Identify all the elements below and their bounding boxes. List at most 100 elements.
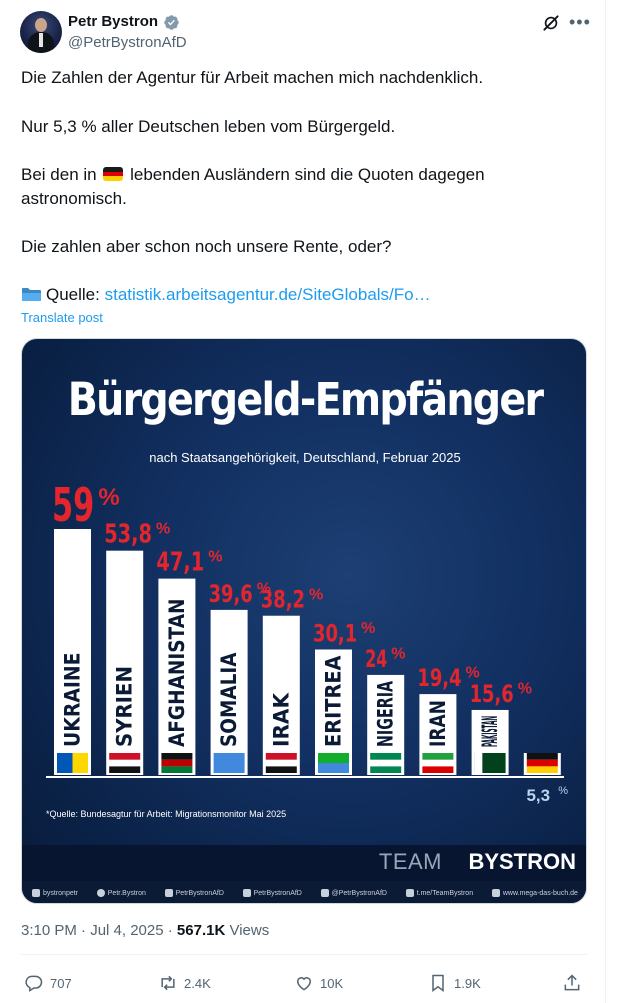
bookmark-button[interactable]: 1.9K <box>428 973 481 993</box>
flag-stripe <box>318 753 349 763</box>
source-label: Quelle: <box>46 285 100 304</box>
flag-stripe <box>161 753 192 760</box>
views-label: Views <box>225 922 269 939</box>
bookmark-count: 1.9K <box>454 976 481 991</box>
brand-team: TEAM <box>379 849 442 875</box>
chart-category-label: SOMALIA <box>217 652 241 747</box>
flag-stripe <box>370 760 401 767</box>
flag-stripe <box>161 760 192 767</box>
post-image[interactable]: Bürgergeld-Empfänger nach Staatsangehöri… <box>21 338 587 904</box>
infographic-source: *Quelle: Bundesagtur für Arbeit: Migrati… <box>46 809 286 819</box>
youtube-icon <box>243 889 251 897</box>
book-icon <box>492 889 500 897</box>
repost-icon <box>158 973 178 993</box>
chart-unit-label: % <box>361 620 375 637</box>
chart-unit-label: % <box>208 549 222 566</box>
post-source-line: Quelle: statistik.arbeitsagentur.de/Site… <box>21 283 431 307</box>
more-options-icon[interactable]: ••• <box>569 12 589 32</box>
author-avatar[interactable] <box>20 11 62 53</box>
reply-button[interactable]: 707 <box>24 973 72 993</box>
reply-icon <box>24 973 44 993</box>
x-icon <box>165 889 173 897</box>
post-timestamp[interactable]: 3:10 PM · Jul 4, 2025 · <box>21 922 177 939</box>
social-telegram: t.me/TeamBystron <box>406 889 473 897</box>
instagram-icon <box>97 889 105 897</box>
post-text-fragment: lebenden Ausländern sind die Quoten dage… <box>130 165 484 184</box>
post-meta: 3:10 PM · Jul 4, 2025 · 567.1K Views <box>21 922 269 939</box>
like-button[interactable]: 10K <box>294 973 343 993</box>
flag-stripe <box>109 766 140 773</box>
chart-category-label: AFGHANISTAN <box>165 599 189 748</box>
flag-stripe <box>266 760 297 767</box>
flag-stripe <box>57 753 73 773</box>
post-text-line: astronomisch. <box>21 187 127 211</box>
share-icon <box>562 973 582 993</box>
flag-stripe <box>370 753 401 760</box>
germany-flag-icon <box>103 167 123 181</box>
repost-count: 2.4K <box>184 976 211 991</box>
social-links-bar: bystronpetr Petr.Bystron PetrBystronAfD … <box>22 881 587 904</box>
chart-category-label: IRAN <box>426 700 450 747</box>
bar-chart: UKRAINE 59 % SYRIEN 53,8 % AFGHANISTAN 47,1 % SOM… <box>22 339 587 904</box>
flag-stripe <box>109 760 140 767</box>
source-link[interactable]: statistik.arbeitsagentur.de/SiteGlobals/… <box>105 285 431 304</box>
flag-stripe <box>266 753 297 760</box>
social-tiktok: @PetrBystronAfD <box>321 889 387 897</box>
chart-unit-label: % <box>391 646 405 663</box>
chart-value-label: 53,8 <box>104 520 152 550</box>
views-count: 567.1K <box>177 922 225 939</box>
chart-category-label: SYRIEN <box>113 666 137 747</box>
author-handle[interactable]: @PetrBystronAfD <box>68 34 187 51</box>
repost-button[interactable]: 2.4K <box>158 973 211 993</box>
translate-post-link[interactable]: Translate post <box>21 310 103 325</box>
chart-value-label: 30,1 <box>313 619 357 647</box>
post-text-fragment: Bei den in <box>21 165 97 184</box>
bookmark-icon <box>428 973 448 993</box>
chart-value-label: 19,4 <box>417 664 461 692</box>
flag-stripe <box>266 766 297 773</box>
reply-count: 707 <box>50 976 72 991</box>
post-text-line: Bei den in lebenden Ausländern sind die … <box>21 163 485 187</box>
flag-stripe <box>73 753 89 773</box>
folder-icon <box>21 287 42 302</box>
chart-value-label: 59 <box>52 478 94 532</box>
post-text-line: Die Zahlen der Agentur für Arbeit machen… <box>21 66 483 90</box>
telegram-icon <box>406 889 414 897</box>
verified-badge-icon <box>163 14 180 31</box>
brand-bystron: BYSTRON <box>468 849 576 875</box>
author-name[interactable]: Petr Bystron <box>68 13 158 30</box>
flag-stripe <box>422 766 453 773</box>
flag-stripe <box>161 766 192 773</box>
flag-stripe <box>318 763 349 773</box>
chart-value-label: 47,1 <box>156 548 204 578</box>
social-x: PetrBystronAfD <box>165 889 224 897</box>
chart-value-label: 39,6 <box>209 580 253 608</box>
post-text-line: Nur 5,3 % aller Deutschen leben vom Bürg… <box>21 115 395 139</box>
flag-stripe <box>370 766 401 773</box>
flag-stripe <box>422 760 453 767</box>
post-text-line: Die zahlen aber schon noch unsere Rente,… <box>21 235 391 259</box>
chart-unit-label: % <box>558 785 568 797</box>
chart-unit-label: % <box>309 586 323 603</box>
flag-stripe <box>214 753 245 773</box>
chart-value-label: 15,6 <box>470 680 514 708</box>
timeline-border <box>605 0 606 1003</box>
chart-value-label: 38,2 <box>261 586 305 614</box>
share-button[interactable] <box>562 973 588 993</box>
flag-stripe <box>422 753 453 760</box>
chart-category-label: UKRAINE <box>61 653 85 748</box>
flag-stripe <box>527 766 558 773</box>
chart-unit-label: % <box>98 484 119 511</box>
social-youtube: PetrBystronAfD <box>243 889 302 897</box>
heart-icon <box>294 973 314 993</box>
chart-unit-label: % <box>156 521 170 538</box>
chart-category-label: IRAK <box>269 692 293 747</box>
chart-category-label: ERITREA <box>322 655 346 747</box>
facebook-icon <box>32 889 40 897</box>
chart-value-label: 5,3 <box>526 786 550 805</box>
chart-unit-label: % <box>518 681 532 698</box>
grok-icon[interactable] <box>541 13 561 33</box>
flag-stripe <box>527 760 558 767</box>
flag-stripe <box>475 753 483 773</box>
flag-stripe <box>527 753 558 760</box>
